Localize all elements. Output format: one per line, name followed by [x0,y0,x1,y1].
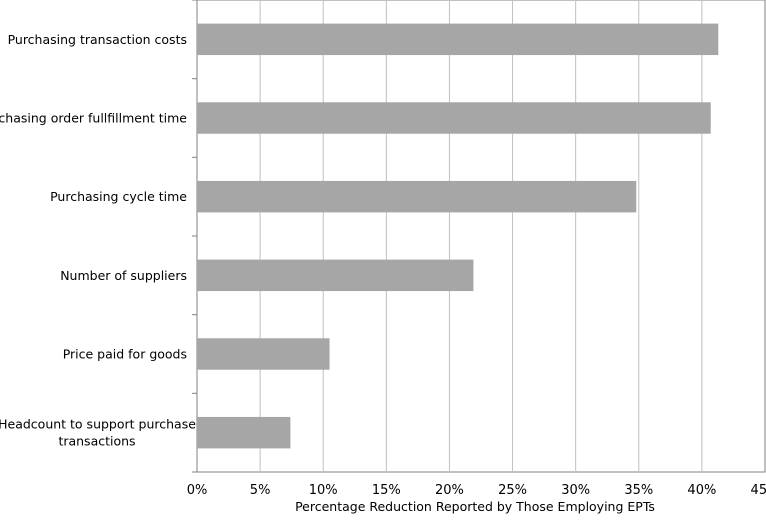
x-tick-label: 20% [435,483,464,498]
bars [197,23,719,449]
x-tick-label: 0% [187,483,208,498]
category-labels: Purchasing transaction costs Purchasing o… [0,32,196,449]
x-tick-label: 5% [250,483,271,498]
category-label: Purchasing order fullfillment time [0,111,187,126]
x-tick-label: 45% [751,483,766,498]
y-axis-ticks [192,0,197,473]
plot-area [196,0,766,473]
x-tick-label: 25% [498,483,527,498]
bar [197,416,291,449]
category-label: Headcount to support purchase transaction… [0,417,196,449]
category-label: Number of suppliers [60,268,187,283]
x-tick-label: 10% [309,483,338,498]
bar [197,259,474,292]
gridlines [259,0,703,472]
category-label: Purchasing cycle time [50,189,187,204]
x-tick-label: 30% [561,483,590,498]
bar [197,338,330,370]
bar [197,102,711,134]
x-axis-title: Percentage Reduction Reported by Those E… [295,499,655,514]
bar [197,180,637,213]
x-axis-tick-labels: 0% 5% 10% 15% 20% 25% 30% 35% 40% 45% [187,483,766,498]
bar [197,23,719,56]
category-label: Purchasing transaction costs [8,32,187,47]
category-label-line: transactions [58,434,135,449]
x-tick-label: 40% [687,483,716,498]
x-tick-label: 35% [624,483,653,498]
category-label: Price paid for goods [63,347,187,362]
x-tick-label: 15% [372,483,401,498]
category-label-line: Headcount to support purchase [0,417,196,432]
